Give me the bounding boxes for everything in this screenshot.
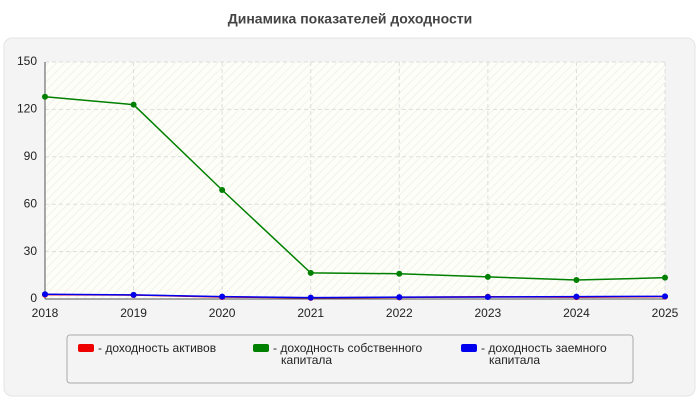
x-tick-label: 2024 <box>563 306 590 320</box>
point <box>42 93 48 100</box>
y-tick-label: 90 <box>24 149 38 163</box>
point <box>307 269 314 276</box>
x-tick-label: 2023 <box>475 306 502 320</box>
y-tick-label: 120 <box>17 102 37 116</box>
legend-label: - доходность собственного капитала <box>273 341 423 367</box>
plot-area <box>45 62 665 299</box>
y-tick-label: 60 <box>24 196 38 210</box>
legend-swatch <box>78 344 94 352</box>
point <box>662 293 668 300</box>
x-tick-label: 2019 <box>120 306 147 320</box>
point <box>484 293 491 300</box>
point <box>307 294 314 301</box>
x-tick-label: 2020 <box>209 306 236 320</box>
point <box>662 274 668 281</box>
legend-swatch <box>461 344 477 352</box>
y-tick-label: 0 <box>30 291 37 305</box>
x-tick-label: 2025 <box>652 306 679 320</box>
point <box>219 186 226 193</box>
point <box>573 277 580 284</box>
point <box>573 293 580 300</box>
legend-swatch <box>253 344 269 352</box>
point <box>396 270 403 277</box>
point <box>42 291 48 298</box>
legend-label: - доходность активов <box>98 341 216 355</box>
x-tick-label: 2018 <box>32 306 59 320</box>
point <box>396 294 403 301</box>
series-line <box>44 293 666 299</box>
chart-title: Динамика показателей доходности <box>228 11 473 27</box>
point <box>484 273 491 280</box>
series-line <box>44 96 666 281</box>
point <box>130 291 137 298</box>
y-tick-label: 30 <box>24 244 38 258</box>
legend-label: - доходность заемного капитала <box>481 341 607 367</box>
x-tick-label: 2022 <box>386 306 413 320</box>
point <box>219 293 226 300</box>
y-tick-label: 150 <box>17 54 37 68</box>
x-tick-label: 2021 <box>297 306 324 320</box>
point <box>130 101 137 108</box>
legend <box>66 334 634 384</box>
